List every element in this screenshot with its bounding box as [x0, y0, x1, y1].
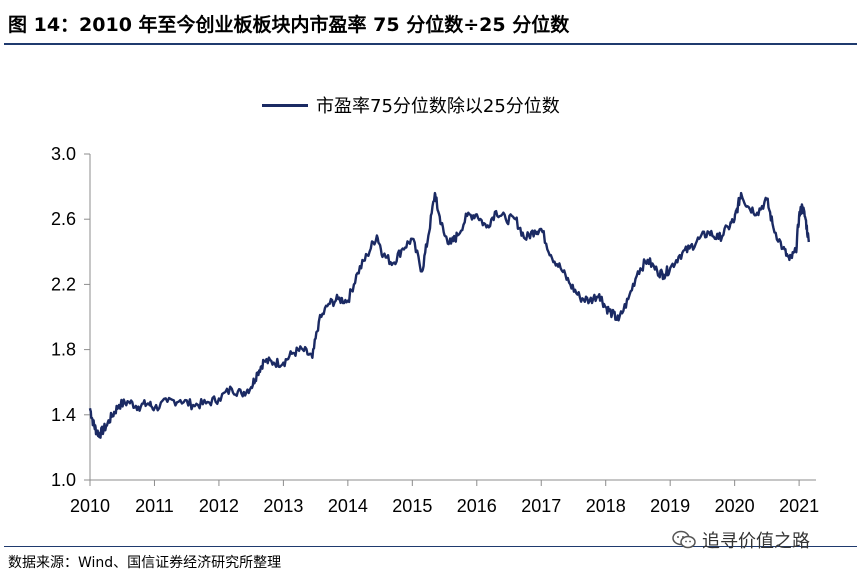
footer-divider — [4, 546, 857, 547]
x-tick-label: 2016 — [457, 496, 497, 516]
x-tick-label: 2014 — [328, 496, 368, 516]
legend-swatch — [262, 103, 308, 107]
source-note: 数据来源：Wind、国信证券经济研究所整理 — [8, 555, 282, 571]
y-tick-label: 1.8 — [51, 340, 76, 360]
x-tick-label: 2013 — [263, 496, 303, 516]
x-tick-label: 2018 — [586, 496, 626, 516]
y-tick-label: 1.4 — [51, 405, 76, 425]
x-tick-label: 2010 — [70, 496, 110, 516]
series-line — [88, 191, 810, 439]
chart-ticks: 1.0 1.4 1.8 2.2 2.6 3.0 2010 2011 2012 2013 2014 20… — [51, 144, 819, 516]
wechat-icon — [672, 530, 696, 550]
x-tick-label: 2021 — [779, 496, 819, 516]
chart-axes — [89, 154, 816, 481]
chart-legend: 市盈率75分位数除以25分位数 — [262, 92, 560, 118]
x-tick-label: 2020 — [715, 496, 755, 516]
watermark-text: 追寻价值之路 — [702, 531, 810, 552]
title-divider — [4, 43, 857, 45]
page-title: 图 14：2010 年至今创业板板块内市盈率 75 分位数÷25 分位数 — [8, 14, 570, 36]
legend-label: 市盈率75分位数除以25分位数 — [316, 96, 560, 117]
x-tick-label: 2011 — [135, 496, 174, 516]
x-tick-label: 2019 — [650, 496, 690, 516]
y-tick-label: 2.6 — [51, 209, 76, 229]
title-bar: 图 14：2010 年至今创业板板块内市盈率 75 分位数÷25 分位数 — [0, 0, 861, 44]
x-tick-label: 2012 — [199, 496, 239, 516]
y-tick-label: 2.2 — [51, 274, 76, 294]
watermark: 追寻价值之路 — [672, 527, 810, 553]
y-tick-label: 3.0 — [51, 144, 76, 164]
x-tick-label: 2017 — [521, 496, 561, 516]
y-tick-label: 1.0 — [51, 470, 76, 490]
chart-series — [88, 191, 810, 439]
x-tick-label: 2015 — [392, 496, 432, 516]
